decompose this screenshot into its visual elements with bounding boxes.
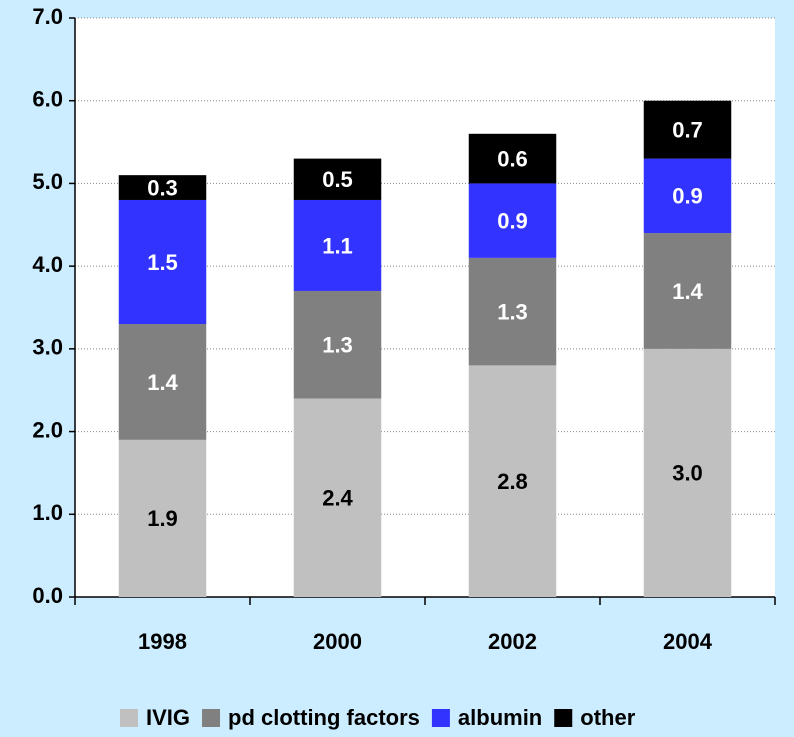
bar-segment (643, 348, 732, 597)
y-tick-label: 0.0 (32, 583, 63, 608)
bar-segment (118, 439, 207, 597)
x-tick-label: 2004 (663, 629, 713, 654)
legend-swatch (554, 709, 573, 727)
legend-swatch (431, 709, 450, 727)
data-label: 2.4 (322, 486, 353, 511)
bar-segment (468, 133, 557, 184)
data-label: 0.9 (497, 208, 528, 233)
data-label: 1.3 (322, 333, 353, 358)
data-label: 1.4 (147, 370, 178, 395)
bar-segment (468, 365, 557, 597)
data-label: 3.0 (672, 461, 703, 486)
y-tick-label: 4.0 (32, 252, 63, 277)
bar-segment (293, 199, 382, 291)
bar-segment (643, 100, 732, 159)
bar-segment (468, 183, 557, 258)
data-label: 0.7 (672, 117, 703, 142)
bar-segment (643, 233, 732, 349)
legend-label: other (580, 705, 635, 730)
x-tick-label: 2000 (313, 629, 362, 654)
x-tick-label: 1998 (138, 629, 187, 654)
data-label: 1.4 (672, 279, 703, 304)
bar-segment (293, 290, 382, 399)
y-tick-label: 2.0 (32, 417, 63, 442)
legend-label: pd clotting factors (228, 705, 420, 730)
data-label: 1.3 (497, 299, 528, 324)
data-label: 1.9 (147, 506, 178, 531)
y-tick-label: 5.0 (32, 169, 63, 194)
y-tick-label: 7.0 (32, 4, 63, 29)
data-label: 1.5 (147, 250, 178, 275)
x-tick-label: 2002 (488, 629, 537, 654)
bar-segment (468, 257, 557, 366)
y-tick-label: 6.0 (32, 87, 63, 112)
data-label: 0.6 (497, 146, 528, 171)
legend-label: albumin (458, 705, 542, 730)
y-tick-label: 3.0 (32, 335, 63, 360)
legend-swatch (120, 709, 138, 727)
bar-segment (118, 175, 207, 200)
legend-swatch (202, 709, 221, 727)
y-tick-label: 1.0 (32, 500, 63, 525)
data-label: 1.1 (322, 233, 353, 258)
data-label: 0.9 (672, 184, 703, 209)
data-label: 0.5 (322, 167, 353, 192)
bar-segment (293, 158, 382, 200)
bar-segment (118, 324, 207, 440)
bar-segment (293, 398, 382, 597)
data-label: 2.8 (497, 469, 528, 494)
bar-segment (118, 199, 207, 325)
legend-label: IVIG (146, 705, 190, 730)
data-label: 0.3 (147, 175, 178, 200)
bar-segment (643, 158, 732, 234)
